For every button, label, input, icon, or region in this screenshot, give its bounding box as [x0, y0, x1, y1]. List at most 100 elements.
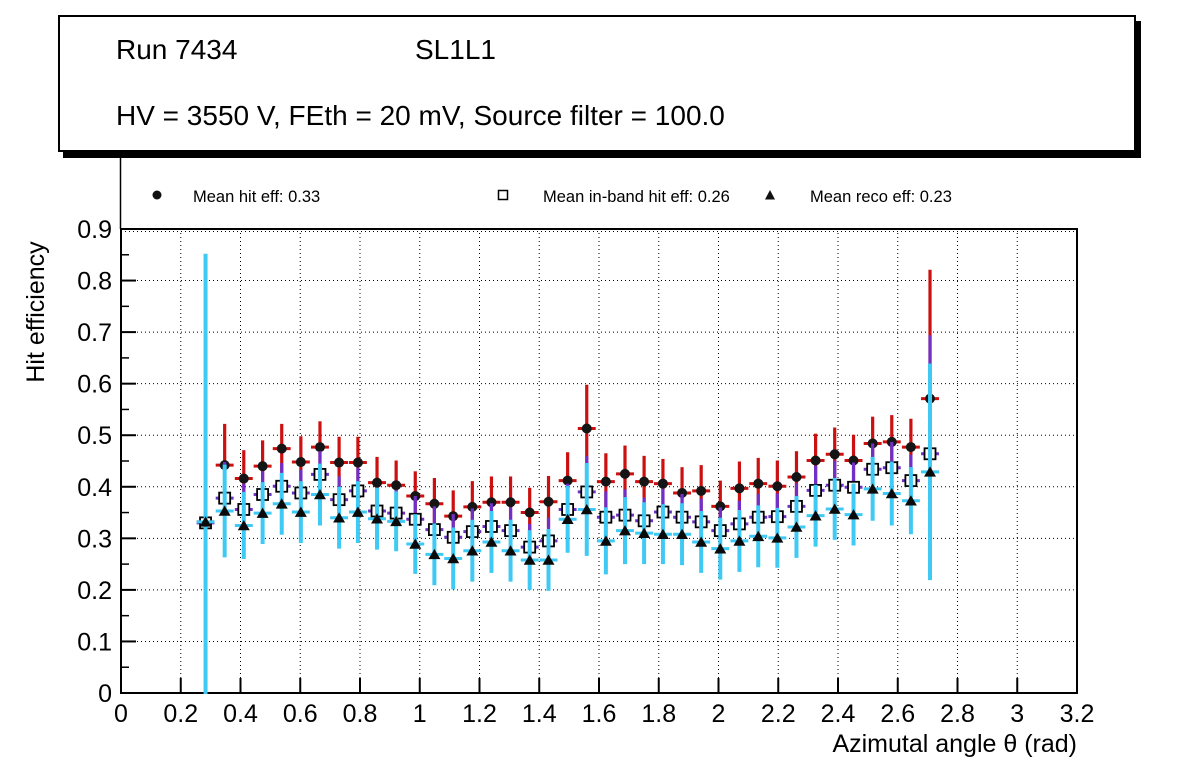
y-axis-title: Hit efficiency: [22, 241, 50, 383]
data-point-triangle: [656, 528, 669, 540]
x-tick-label: 1.6: [582, 700, 617, 728]
data-point-triangle: [199, 516, 212, 527]
data-point-triangle: [866, 483, 879, 494]
data-point-triangle: [618, 525, 631, 536]
legend-item-reco-eff: Mean reco eff: 0.23: [765, 188, 952, 206]
y-tick-label: 0.5: [77, 422, 112, 450]
data-point-circle: [467, 501, 478, 512]
data-point-circle: [543, 496, 554, 507]
data-point-circle: [486, 497, 497, 508]
data-point-circle: [238, 473, 249, 484]
x-tick-label: 2.2: [761, 700, 796, 728]
x-tick-label: 2: [712, 700, 726, 728]
x-tick-label: 1.2: [462, 700, 497, 728]
legend-item-inband-eff: Mean in-band hit eff: 0.26: [497, 188, 730, 206]
y-tick-label: 0.3: [77, 525, 112, 553]
data-point-circle: [657, 478, 668, 489]
data-point-triangle: [904, 495, 917, 506]
x-tick-label: 2.4: [821, 700, 856, 728]
data-point-triangle: [790, 521, 803, 532]
y-tick-label: 0.8: [77, 268, 112, 296]
data-point-triangle: [828, 503, 841, 514]
data-point-triangle: [466, 545, 479, 556]
x-tick-label: 1.4: [522, 700, 557, 728]
legend-label-inband-eff: Mean in-band hit eff: 0.26: [543, 188, 730, 206]
data-point-circle: [677, 487, 688, 498]
data-point-circle: [772, 481, 783, 492]
conditions-label: HV = 3550 V, FEth = 20 mV, Source filter…: [116, 100, 725, 131]
x-tick-label: 0.6: [283, 700, 318, 728]
data-point-circle: [562, 475, 573, 486]
data-point-triangle: [390, 515, 403, 527]
data-point-circle: [372, 477, 383, 488]
layer-label: SL1L1: [415, 34, 496, 65]
x-tick-label: 1: [413, 700, 427, 728]
data-point-circle: [295, 457, 306, 468]
y-tick-label: 0.2: [77, 577, 112, 605]
data-point-circle: [581, 423, 592, 434]
legend-item-hit-eff: Mean hit eff: 0.33: [152, 188, 320, 206]
data-point-circle: [734, 483, 745, 494]
y-tick-label: 0.6: [77, 371, 112, 399]
y-tick-label: 0: [98, 680, 112, 708]
data-point-circle: [639, 476, 650, 487]
data-point-circle: [276, 443, 287, 454]
data-point-triangle: [294, 506, 307, 517]
data-point-triangle: [237, 519, 250, 531]
y-tick-label: 0.1: [77, 628, 112, 656]
x-tick-label: 3.2: [1060, 700, 1095, 728]
data-point-triangle: [771, 532, 784, 543]
data-point-circle: [696, 485, 707, 496]
y-tick-label: 0.9: [77, 216, 112, 244]
legend-label-reco-eff: Mean reco eff: 0.23: [810, 188, 952, 206]
data-point-triangle: [313, 489, 326, 500]
title-box: Run 7434 SL1L1 HV = 3550 V, FEth = 20 mV…: [58, 15, 1136, 152]
open-square-icon: [497, 189, 509, 201]
x-axis-title: Azimutal angle θ (rad): [832, 730, 1077, 758]
data-point-triangle: [447, 552, 460, 564]
data-point-circle: [314, 442, 325, 453]
y-tick-label: 0.4: [77, 474, 112, 502]
filled-triangle-icon: [765, 190, 775, 200]
x-tick-label: 0.4: [223, 700, 258, 728]
data-point-triangle: [409, 538, 422, 549]
data-point-triangle: [599, 535, 612, 546]
x-tick-label: 2.6: [880, 700, 915, 728]
data-point-circle: [352, 457, 363, 468]
data-point-triangle: [676, 528, 689, 540]
data-point-circle: [505, 497, 516, 508]
data-point-triangle: [504, 545, 517, 556]
run-label: Run 7434: [116, 34, 238, 65]
data-point-triangle: [924, 466, 937, 477]
data-point-triangle: [523, 554, 536, 565]
data-point-triangle: [371, 513, 384, 524]
data-point-triangle: [885, 487, 898, 499]
x-tick-label: 0.8: [343, 700, 378, 728]
x-tick-label: 1.8: [641, 700, 676, 728]
x-tick-label: 0.2: [163, 700, 198, 728]
data-point-triangle: [733, 535, 746, 546]
data-point-circle: [600, 476, 611, 487]
data-point-triangle: [275, 498, 288, 509]
data-point-circle: [753, 478, 764, 489]
x-tick-label: 2.8: [940, 700, 975, 728]
data-point-circle: [524, 507, 535, 518]
data-point-circle: [391, 480, 402, 491]
data-point-circle: [429, 498, 440, 509]
data-point-triangle: [714, 543, 727, 554]
legend: Mean hit eff: 0.33 Mean in-band hit eff:…: [152, 188, 952, 206]
x-tick-label: 0: [114, 700, 128, 728]
data-point-circle: [905, 442, 916, 453]
legend-label-hit-eff: Mean hit eff: 0.33: [193, 188, 320, 206]
data-point-circle: [829, 449, 840, 460]
data-point-circle: [715, 501, 726, 512]
data-point-triangle: [428, 548, 441, 560]
data-point-triangle: [561, 513, 574, 525]
y-tick-label: 0.7: [77, 319, 112, 347]
data-point-circle: [791, 471, 802, 482]
data-point-circle: [334, 457, 345, 468]
data-point-circle: [848, 455, 859, 466]
data-point-triangle: [847, 509, 860, 520]
